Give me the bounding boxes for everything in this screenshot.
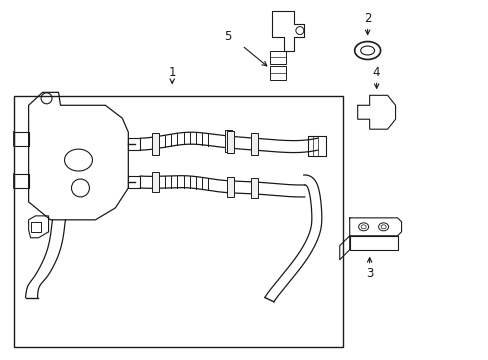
Bar xyxy=(251,133,258,155)
Bar xyxy=(151,133,159,155)
Bar xyxy=(269,67,285,80)
Bar xyxy=(226,131,233,153)
Text: 4: 4 xyxy=(372,66,380,79)
Bar xyxy=(14,96,342,347)
Bar xyxy=(151,172,159,192)
Text: 5: 5 xyxy=(224,30,231,43)
Bar xyxy=(31,222,41,232)
Bar xyxy=(226,177,233,197)
Bar xyxy=(269,50,285,64)
Bar xyxy=(251,178,258,198)
Text: 2: 2 xyxy=(363,12,371,25)
Text: 3: 3 xyxy=(365,267,372,280)
Bar xyxy=(224,130,231,152)
Text: 1: 1 xyxy=(168,66,176,79)
